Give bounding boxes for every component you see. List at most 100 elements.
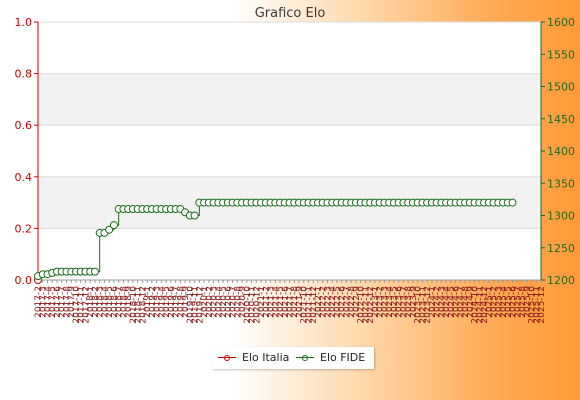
x-tick-label: 2020-1 [200,286,210,318]
x-tick-label: 2018-2 [91,286,101,318]
legend: Elo Italia Elo FIDE [212,347,374,369]
x-tick-label: 2022-10 [357,286,367,324]
right-tick-label: 1200 [547,274,575,287]
x-tick-label: 2020-10 [243,286,253,324]
x-tick-label: 2017-7 [58,286,68,318]
x-tick-label: 2025-6 [509,286,519,318]
x-tick-label: 2019-12 [195,286,205,324]
x-tick-label: 2024-7 [456,286,466,318]
x-tick-label: 2024-6 [452,286,462,318]
data-point [105,225,114,234]
right-tick-label: 1450 [547,113,575,126]
x-tick-label: 2023-7 [399,286,409,318]
data-point [508,198,517,207]
x-tick-label: 2023-10 [414,286,424,324]
x-tick-label: 2025-2 [490,286,500,318]
left-tick-label: 0.8 [15,68,33,81]
right-tick-label: 1400 [547,145,575,158]
x-tick-label: 2017-5 [48,286,58,318]
x-tick-label: 2024-11 [475,286,485,324]
x-tick-label: 2019-1 [143,286,153,318]
right-tick-label: 1300 [547,210,575,223]
x-tick-label: 2022-5 [333,286,343,318]
x-tick-label: 2025-11 [532,286,542,324]
legend-item-elo-fide[interactable]: Elo FIDE [296,351,365,364]
x-tick-label: 2023-8 [404,286,414,318]
x-tick-label: 2024-4 [442,286,452,318]
x-tick-label: 2017-9 [67,286,77,318]
right-tick-label: 1250 [547,242,575,255]
x-tick-label: 2022-4 [328,286,338,318]
legend-item-elo-italia[interactable]: Elo Italia [218,351,289,364]
x-tick-label: 2020-4 [214,286,224,318]
x-tick-label: 2020-12 [252,286,262,324]
x-tick-label: 2023-12 [423,286,433,324]
chart-title: Grafico Elo [255,6,326,21]
plot-background [38,22,541,280]
x-tick-label: 2019-11 [191,286,201,324]
x-tick-label: 2017-10 [72,286,82,324]
x-tick-label: 2022-7 [342,286,352,318]
x-tick-label: 2022-9 [352,286,362,318]
x-tick-label: 2025-9 [523,286,533,318]
right-axis: 1200 1250 1300 1350 1400 1450 1500 1550 1600 [541,16,575,287]
x-tick-label: 2021-8 [290,286,300,318]
data-point [109,221,118,230]
x-tick-label: 2020-5 [219,286,229,318]
x-tick-label: 2021-6 [281,286,291,318]
x-tick-label: 2025-8 [518,286,528,318]
x-tick-label: 2019-2 [148,286,158,318]
x-tick-label: 2018-4 [100,286,110,318]
x-tick-label: 2019-9 [181,286,191,318]
x-tick-label: 2018-1 [86,286,96,318]
plot-area [38,22,541,280]
legend-label: Elo FIDE [320,351,366,364]
x-tick-label: 2024-3 [437,286,447,318]
x-tick-label: 2022-12 [366,286,376,324]
x-tick-label: 2019-8 [176,286,186,318]
x-tick-label: 2018-3 [96,286,106,318]
data-point [90,267,99,276]
x-axis: 2017-22017-32017-42017-52017-62017-72017… [34,280,547,324]
x-tick-label: 2024-1 [428,286,438,318]
series-layer [34,198,517,284]
x-tick-label: 2023-5 [390,286,400,318]
grid-lines [37,21,542,281]
right-tick-label: 1550 [547,48,575,61]
x-tick-label: 2025-12 [537,286,547,324]
x-tick-label: 2021-4 [271,286,281,318]
left-tick-label: 0.6 [15,119,33,132]
x-tick-label: 2021-1 [257,286,267,318]
x-tick-label: 2017-11 [77,286,87,324]
x-tick-label: 2021-11 [304,286,314,324]
x-tick-label: 2023-3 [380,286,390,318]
x-tick-label: 2017-2 [34,286,44,318]
x-tick-label: 2021-10 [300,286,310,324]
x-tick-label: 2021-9 [295,286,305,318]
x-tick-label: 2025-5 [504,286,514,318]
x-tick-label: 2021-12 [309,286,319,324]
x-tick-label: 2025-1 [485,286,495,318]
x-tick-label: 2023-2 [376,286,386,318]
x-tick-label: 2022-6 [338,286,348,318]
x-tick-label: 2024-8 [461,286,471,318]
x-tick-label: 2022-2 [319,286,329,318]
x-tick-label: 2019-5 [162,286,172,318]
x-tick-label: 2019-3 [153,286,163,318]
x-tick-label: 2023-11 [418,286,428,324]
x-tick-label: 2024-10 [471,286,481,324]
x-tick-label: 2021-7 [286,286,296,318]
legend-swatch-icon [296,353,314,363]
x-tick-label: 2023-4 [385,286,395,318]
x-tick-label: 2023-6 [395,286,405,318]
x-tick-label: 2019-7 [172,286,182,318]
x-tick-label: 2018-10 [129,286,139,324]
x-tick-label: 2022-8 [347,286,357,318]
left-tick-label: 0.0 [15,274,33,287]
grid-band [38,73,541,126]
x-tick-label: 2024-5 [447,286,457,318]
legend-swatch-icon [218,353,236,363]
legend-label: Elo Italia [242,351,290,364]
